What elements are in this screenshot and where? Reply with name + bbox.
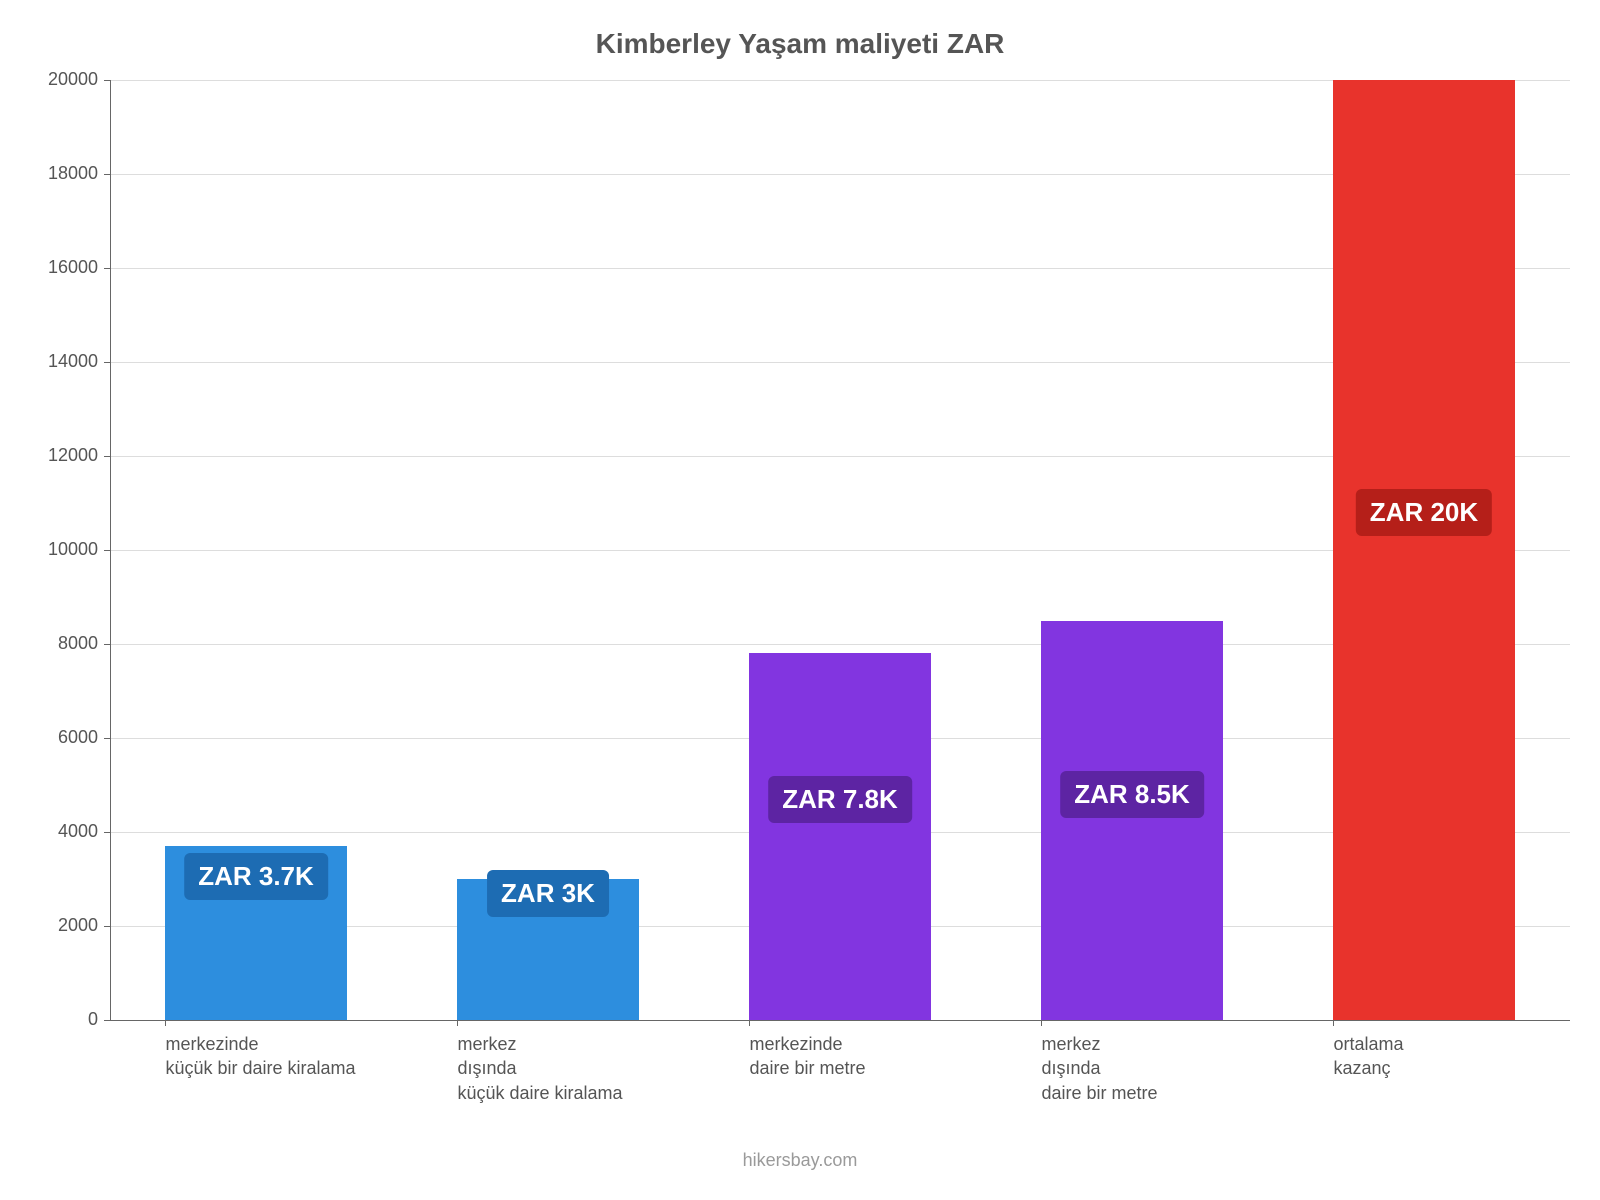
y-tick-label: 16000: [20, 257, 98, 278]
chart-container: Kimberley Yaşam maliyeti ZAR 02000400060…: [0, 0, 1600, 1200]
x-label: merkezinde küçük bir daire kiralama: [165, 1032, 457, 1081]
value-badge: ZAR 20K: [1356, 489, 1492, 536]
plot-area: 0200040006000800010000120001400016000180…: [110, 80, 1570, 1020]
x-axis: [110, 1020, 1570, 1021]
x-tick-mark: [165, 1020, 166, 1026]
bar: ZAR 3K: [457, 879, 638, 1020]
bar: ZAR 7.8K: [749, 653, 930, 1020]
y-tick-label: 4000: [20, 821, 98, 842]
y-tick-label: 12000: [20, 445, 98, 466]
y-tick-label: 10000: [20, 539, 98, 560]
value-badge: ZAR 8.5K: [1060, 771, 1204, 818]
y-tick-label: 18000: [20, 163, 98, 184]
bar: ZAR 3.7K: [165, 846, 346, 1020]
attribution: hikersbay.com: [0, 1150, 1600, 1171]
y-tick-label: 8000: [20, 633, 98, 654]
bar: ZAR 20K: [1333, 80, 1514, 1020]
x-label: merkez dışında küçük daire kiralama: [457, 1032, 749, 1105]
y-tick-label: 2000: [20, 915, 98, 936]
chart-title: Kimberley Yaşam maliyeti ZAR: [0, 28, 1600, 60]
y-tick-label: 6000: [20, 727, 98, 748]
value-badge: ZAR 3K: [487, 870, 609, 917]
value-badge: ZAR 3.7K: [184, 853, 328, 900]
x-label: merkezinde daire bir metre: [749, 1032, 1041, 1081]
y-tick-label: 0: [20, 1009, 98, 1030]
y-tick-label: 14000: [20, 351, 98, 372]
value-badge: ZAR 7.8K: [768, 776, 912, 823]
x-tick-mark: [749, 1020, 750, 1026]
x-label: ortalama kazanç: [1333, 1032, 1600, 1081]
y-tick-label: 20000: [20, 69, 98, 90]
x-tick-mark: [1333, 1020, 1334, 1026]
x-label: merkez dışında daire bir metre: [1041, 1032, 1333, 1105]
bar: ZAR 8.5K: [1041, 621, 1222, 1021]
y-axis: [110, 80, 111, 1020]
x-tick-mark: [457, 1020, 458, 1026]
x-tick-mark: [1041, 1020, 1042, 1026]
